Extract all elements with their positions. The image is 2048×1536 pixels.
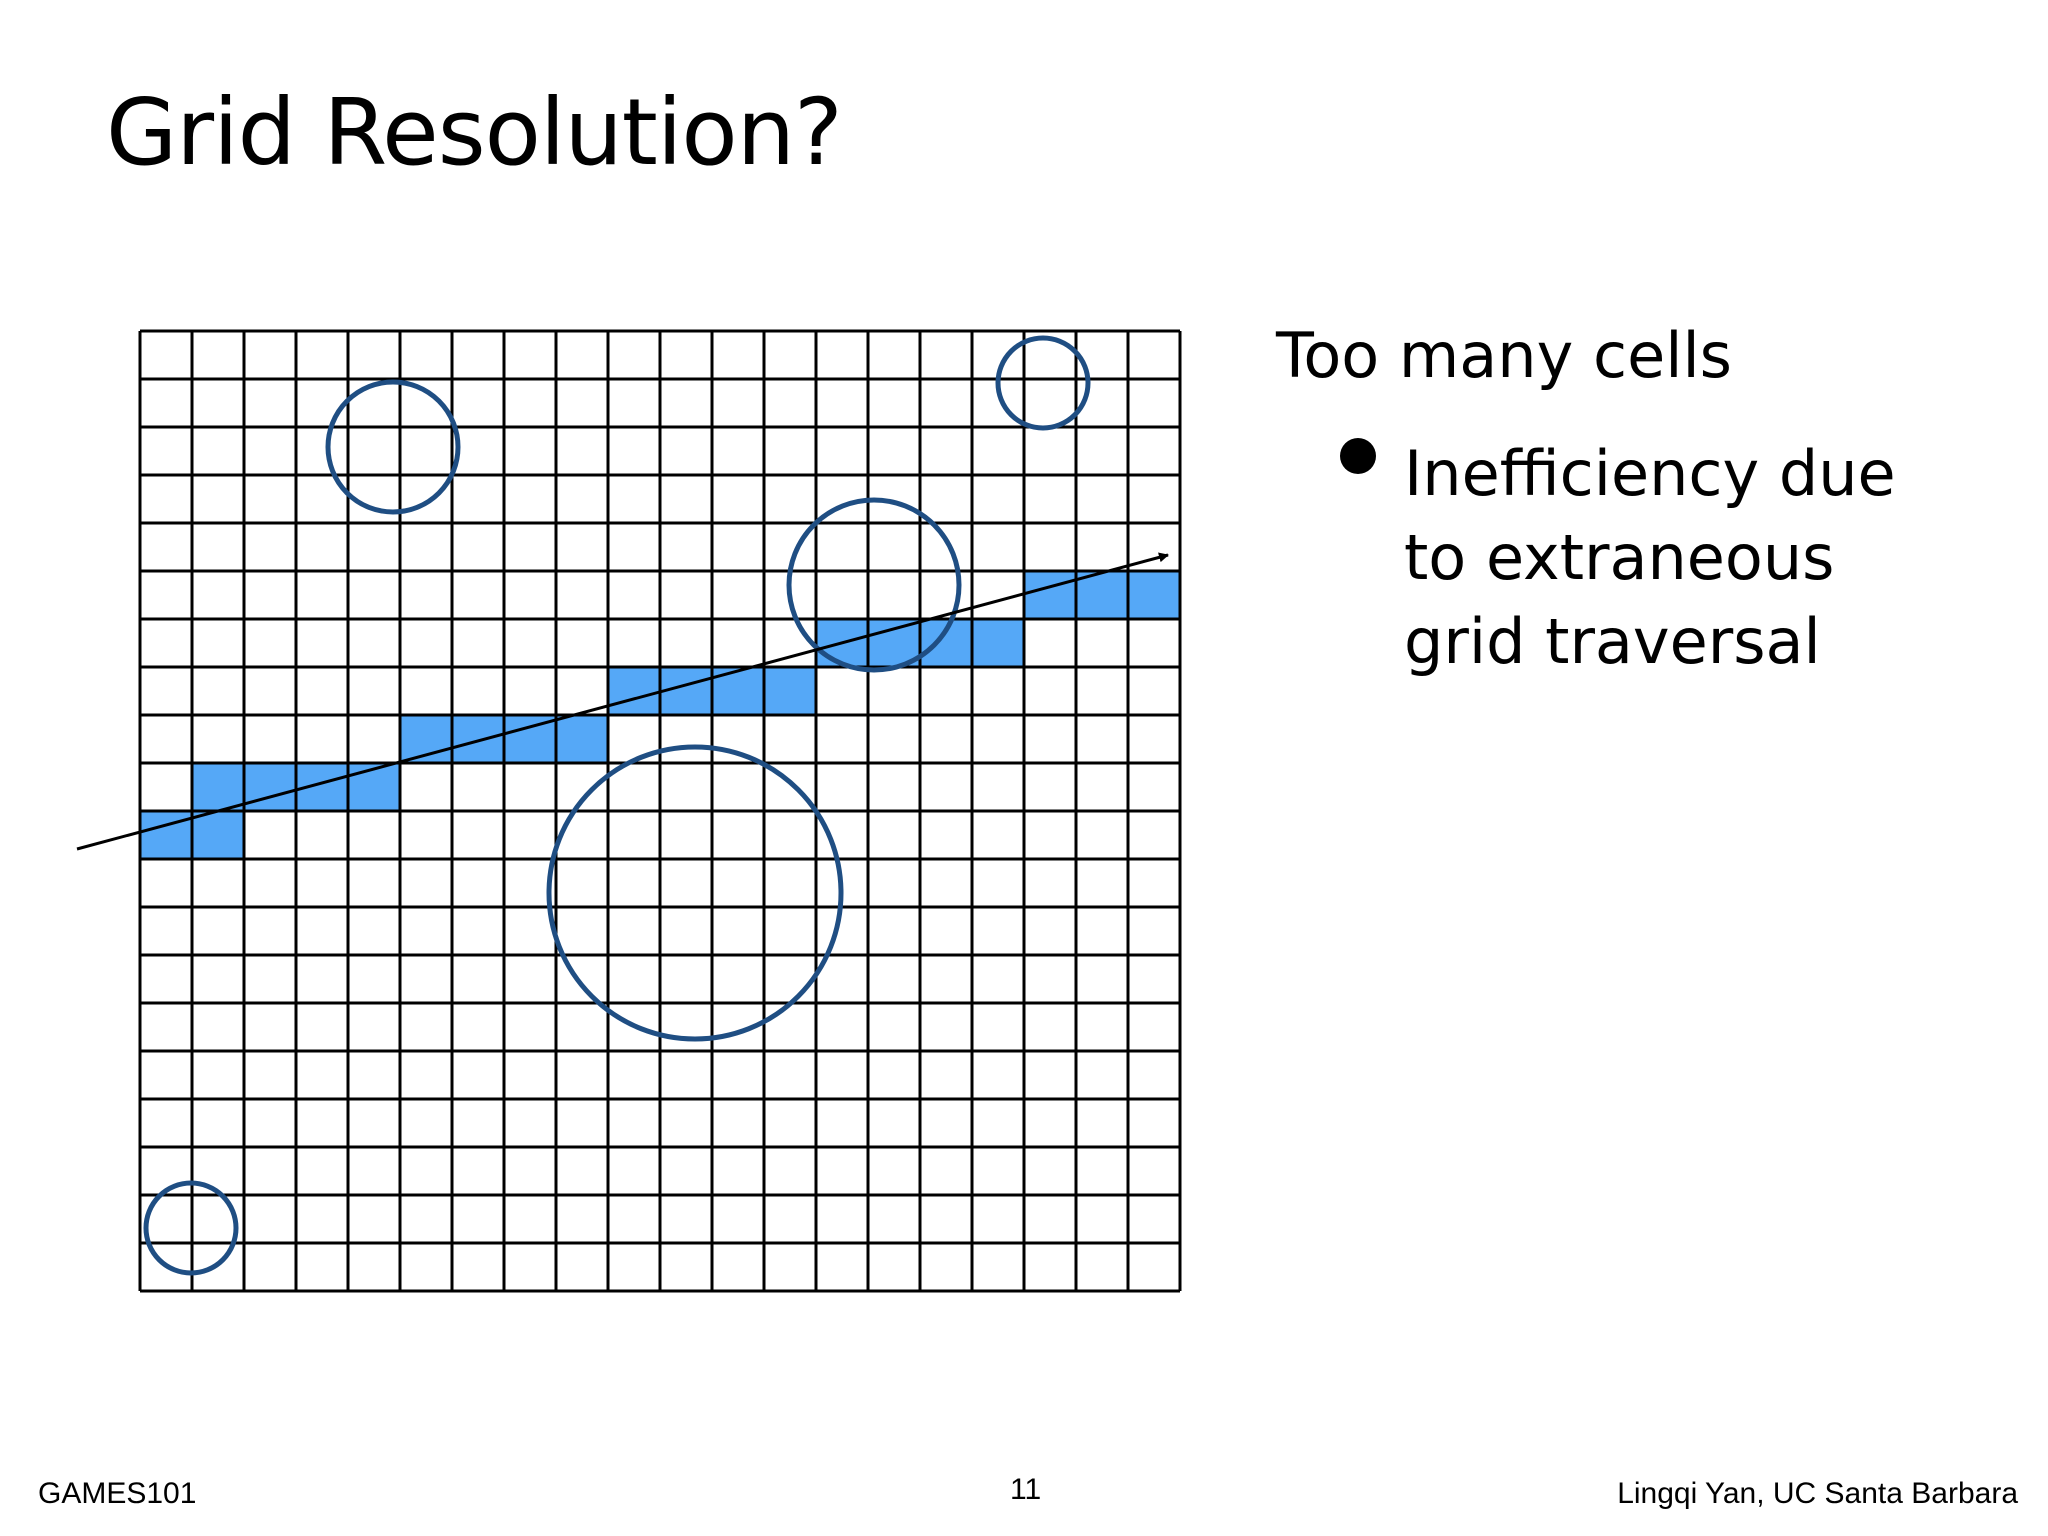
object-circle (786, 497, 962, 673)
footer-page-number: 11 (1010, 1473, 1042, 1506)
traversed-cell (1128, 571, 1180, 619)
traversed-cell (348, 763, 400, 811)
traversed-cell (244, 763, 296, 811)
bullet-line: grid traversal (1404, 605, 1821, 678)
grid-lines-group (138, 329, 1182, 1293)
footer-course: GAMES101 (38, 1477, 197, 1510)
object-circle (325, 379, 461, 515)
bullet-line: Inefficiency due (1404, 437, 1896, 510)
traversed-cell (764, 667, 816, 715)
slide-heading: Too many cells (1276, 319, 1732, 392)
bullet-dot-icon (1340, 438, 1376, 474)
footer-author: Lingqi Yan, UC Santa Barbara (1617, 1477, 2018, 1510)
traversed-cell (140, 811, 192, 859)
bullet-line: to extraneous (1404, 521, 1835, 594)
object-circle (143, 1180, 239, 1276)
circles-group (143, 335, 1091, 1276)
traversed-cell (192, 763, 244, 811)
traversed-cell (608, 667, 660, 715)
traversed-cell (1024, 571, 1076, 619)
bullet-text: Inefficiency due to extraneous grid trav… (1404, 432, 1944, 684)
traversed-cell (972, 619, 1024, 667)
traversed-cell (192, 811, 244, 859)
traversed-cell (712, 667, 764, 715)
traversed-cell (452, 715, 504, 763)
slide-title: Grid Resolution? (106, 79, 843, 186)
object-circle (546, 744, 844, 1042)
object-circle (995, 335, 1091, 431)
ray-arrow (76, 552, 1169, 851)
traversed-cell (556, 715, 608, 763)
